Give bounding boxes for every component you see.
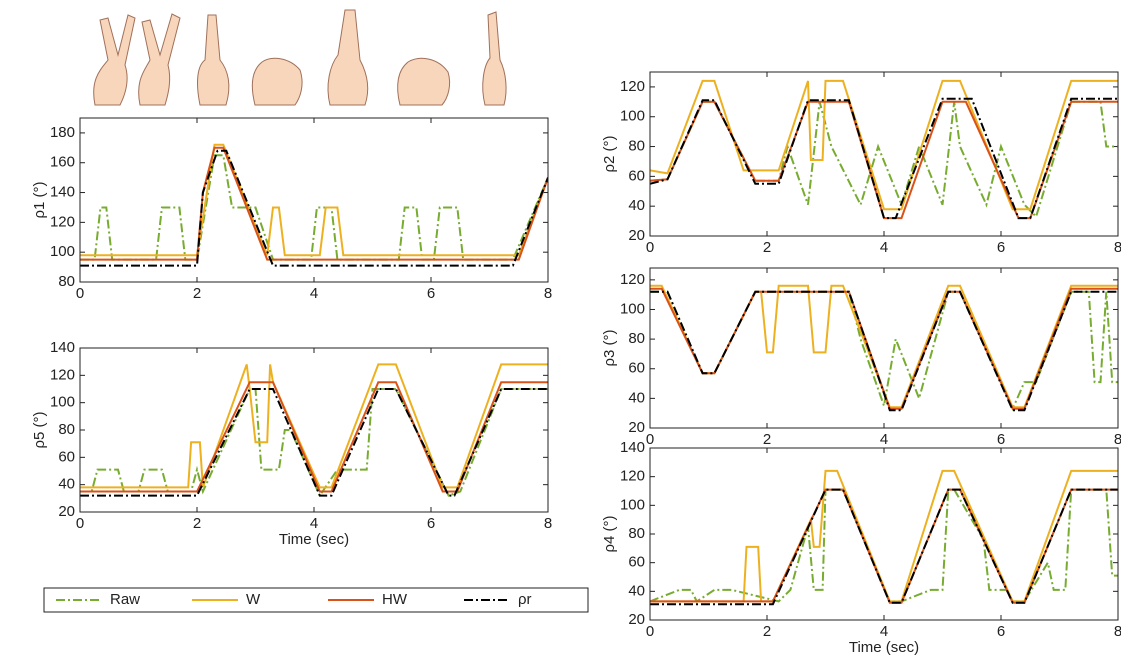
y-axis-label: ρ5 (°) [31, 411, 48, 448]
legend-label: W [246, 591, 261, 608]
panel: 0 2 4 6 8 20 40 60 80 100 120 ρ2 (°) [601, 71, 1121, 256]
y-tick-label: 120 [620, 271, 645, 288]
y-tick-label: 100 [50, 394, 75, 411]
legend-label: Raw [110, 591, 140, 608]
legend: Raw W HW ρr [43, 587, 589, 613]
data-line [650, 97, 1118, 220]
x-tick-label: 4 [880, 239, 888, 256]
x-axis-label: Time (sec) [279, 531, 349, 548]
x-tick-label: 0 [646, 431, 654, 448]
y-tick-label: 100 [620, 108, 645, 125]
y-tick-label: 160 [50, 154, 75, 171]
data-line [650, 488, 1118, 606]
y-tick-label: 40 [628, 389, 645, 406]
y-tick-label: 80 [628, 330, 645, 347]
y-axis-label: ρ3 (°) [601, 329, 618, 366]
x-tick-label: 2 [193, 285, 201, 302]
y-tick-label: 140 [620, 439, 645, 456]
x-tick-label: 6 [997, 239, 1005, 256]
y-tick-label: 100 [620, 300, 645, 317]
y-tick-label: 40 [628, 197, 645, 214]
x-tick-label: 0 [646, 239, 654, 256]
x-tick-label: 4 [310, 285, 318, 302]
x-tick-label: 2 [763, 431, 771, 448]
x-tick-label: 2 [193, 515, 201, 532]
axes-frame [79, 117, 549, 283]
data-line [650, 488, 1118, 603]
x-tick-label: 4 [880, 623, 888, 640]
y-tick-label: 20 [58, 503, 75, 520]
y-axis-label: ρ2 (°) [601, 135, 618, 172]
series-group [650, 284, 1118, 412]
y-tick-label: 40 [628, 582, 645, 599]
y-tick-label: 60 [628, 167, 645, 184]
x-tick-label: 2 [763, 239, 771, 256]
y-tick-label: 120 [50, 213, 75, 230]
y-tick-label: 140 [50, 339, 75, 356]
x-tick-label: 6 [427, 515, 435, 532]
hand-gestures [93, 9, 507, 106]
x-tick-label: 0 [76, 515, 84, 532]
data-line [80, 388, 548, 497]
y-tick-label: 60 [58, 448, 75, 465]
x-tick-label: 6 [997, 623, 1005, 640]
y-tick-label: 20 [628, 611, 645, 628]
x-tick-label: 8 [1114, 623, 1121, 640]
data-line [650, 79, 1118, 211]
y-tick-label: 140 [50, 184, 75, 201]
legend-box [43, 587, 589, 613]
panel: 0 2 4 6 8 20 40 60 80 100 120 140 ρ5 (°) Time (sec) [31, 339, 552, 548]
y-tick-label: 120 [50, 366, 75, 383]
x-tick-label: 6 [997, 431, 1005, 448]
y-tick-label: 20 [628, 419, 645, 436]
y-tick-label: 40 [58, 476, 75, 493]
data-line [80, 143, 548, 257]
y-tick-label: 120 [620, 78, 645, 95]
y-axis-label: ρ4 (°) [601, 515, 618, 552]
panel: 0 2 4 6 8 20 40 60 80 100 120 140 ρ4 (°) Time (sec) [601, 439, 1121, 656]
data-line [80, 363, 548, 489]
x-tick-label: 8 [1114, 431, 1121, 448]
axes-frame [79, 347, 549, 513]
panel: 0 2 4 6 8 20 40 60 80 100 120 ρ3 (°) [601, 267, 1121, 448]
y-tick-label: 180 [50, 124, 75, 141]
y-tick-label: 120 [620, 468, 645, 485]
x-tick-label: 6 [427, 285, 435, 302]
y-tick-label: 80 [628, 138, 645, 155]
x-tick-label: 4 [310, 515, 318, 532]
y-tick-label: 80 [58, 421, 75, 438]
x-tick-label: 0 [76, 285, 84, 302]
y-tick-label: 60 [628, 360, 645, 377]
data-line [80, 149, 548, 267]
x-tick-label: 8 [544, 515, 552, 532]
y-tick-label: 100 [620, 496, 645, 513]
axes-frame [649, 267, 1119, 429]
series-group [80, 363, 548, 498]
legend-label: ρr [518, 591, 532, 608]
axes-frame [649, 71, 1119, 237]
series-group [650, 469, 1118, 606]
y-tick-label: 20 [628, 227, 645, 244]
data-line [650, 290, 1118, 412]
series-group [80, 143, 548, 267]
plot-area [80, 118, 548, 282]
x-axis-label: Time (sec) [849, 639, 919, 656]
y-axis-label: ρ1 (°) [31, 181, 48, 218]
x-tick-label: 0 [646, 623, 654, 640]
y-tick-label: 60 [628, 554, 645, 571]
series-group [650, 79, 1118, 220]
y-tick-label: 100 [50, 243, 75, 260]
x-tick-label: 8 [544, 285, 552, 302]
data-line [80, 146, 548, 261]
y-tick-label: 80 [628, 525, 645, 542]
x-tick-label: 2 [763, 623, 771, 640]
panel: 0 2 4 6 8 80 100 120 140 160 180 ρ1 (°) [31, 117, 552, 302]
x-tick-label: 4 [880, 431, 888, 448]
x-tick-label: 8 [1114, 239, 1121, 256]
axes-frame [649, 447, 1119, 621]
legend-label: HW [382, 591, 408, 608]
y-tick-label: 80 [58, 273, 75, 290]
